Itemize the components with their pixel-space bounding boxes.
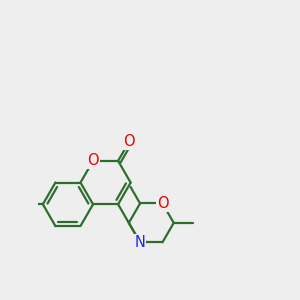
Text: N: N <box>135 235 146 250</box>
Text: O: O <box>87 153 99 168</box>
Text: O: O <box>124 134 135 149</box>
Text: O: O <box>157 196 168 211</box>
